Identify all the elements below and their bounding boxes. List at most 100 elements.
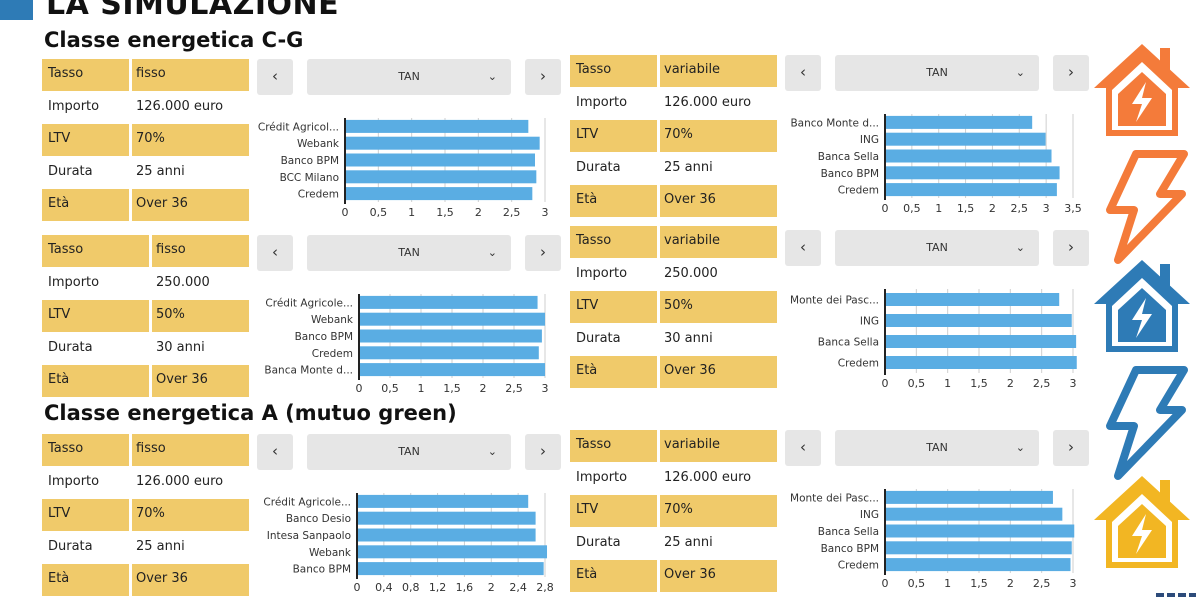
bar-chart-svg: 0 0,5 1 1,5 2 2,5 3 Monte dei Pasc... ING Banca S… xyxy=(790,489,1077,590)
bar-chart: 0 0,5 1 1,5 2 2,5 3 Monte dei Pasc... ING Banca S… xyxy=(785,483,1085,593)
ltv-label: LTV xyxy=(570,120,657,152)
bar[interactable] xyxy=(886,558,1071,572)
row-importo: Importo 126.000 euro xyxy=(42,467,249,499)
prev-button[interactable]: ‹ xyxy=(257,434,293,470)
prev-button[interactable]: ‹ xyxy=(785,230,821,266)
row-durata: Durata 25 anni xyxy=(42,157,249,189)
bar[interactable] xyxy=(886,314,1072,327)
x-tick-label: 0,8 xyxy=(402,581,420,594)
row-eta: Età Over 36 xyxy=(570,560,777,592)
next-button[interactable]: › xyxy=(525,235,561,271)
bar[interactable] xyxy=(886,356,1077,369)
row-importo: Importo 126.000 euro xyxy=(570,463,777,495)
bar[interactable] xyxy=(346,119,529,133)
prev-button[interactable]: ‹ xyxy=(785,55,821,91)
importo-label: Importo xyxy=(48,474,100,489)
bar[interactable] xyxy=(346,187,533,201)
category-label: Monte dei Pasc... xyxy=(790,492,879,504)
next-button[interactable]: › xyxy=(525,59,561,95)
category-label: Credem xyxy=(312,348,353,360)
bar[interactable] xyxy=(358,511,536,525)
bar[interactable] xyxy=(358,528,536,542)
bar[interactable] xyxy=(360,329,542,343)
x-tick-label: 2,5 xyxy=(503,206,520,219)
eta-value: Over 36 xyxy=(149,365,249,397)
row-tasso: Tasso variabile xyxy=(570,226,777,258)
bar[interactable] xyxy=(886,293,1060,306)
eta-label: Età xyxy=(570,185,657,217)
bar[interactable] xyxy=(886,524,1075,538)
bar[interactable] xyxy=(886,507,1063,521)
bar[interactable] xyxy=(360,295,538,309)
metric-select-label: TAN xyxy=(926,441,948,454)
bar-chart-svg: 0 0,5 1 1,5 2 2,5 3 Crédit Agricole... Webank Ban… xyxy=(264,294,549,395)
x-tick-label: 2,4 xyxy=(509,581,526,594)
importo-value: 250.000 xyxy=(156,275,210,290)
bar[interactable] xyxy=(346,170,537,184)
bar[interactable] xyxy=(346,136,540,150)
category-label: Crédit Agricole... xyxy=(265,297,353,309)
category-label: Banca Sella xyxy=(818,151,879,163)
section-title-a: Classe energetica A (mutuo green) xyxy=(44,401,457,425)
bar[interactable] xyxy=(886,490,1053,504)
category-label: Webank xyxy=(309,547,352,559)
bar[interactable] xyxy=(346,153,535,167)
tasso-value: variabile xyxy=(657,430,777,462)
bar[interactable] xyxy=(886,149,1052,163)
bar[interactable] xyxy=(358,562,544,576)
ltv-value: 70% xyxy=(129,124,249,156)
bar[interactable] xyxy=(358,494,529,508)
ltv-value: 50% xyxy=(657,291,777,323)
metric-select[interactable]: TAN ⌄ xyxy=(307,434,511,470)
bar[interactable] xyxy=(886,541,1072,555)
bar[interactable] xyxy=(358,545,548,559)
metric-select[interactable]: TAN ⌄ xyxy=(307,235,511,271)
bar[interactable] xyxy=(360,363,545,377)
bar[interactable] xyxy=(886,132,1046,146)
bar[interactable] xyxy=(886,183,1057,197)
bar[interactable] xyxy=(886,166,1060,180)
x-tick-label: 2 xyxy=(1007,377,1014,390)
x-tick-label: 1,5 xyxy=(443,382,461,395)
section-title-cg: Classe energetica C-G xyxy=(44,28,304,52)
category-label: Intesa Sanpaolo xyxy=(267,530,351,542)
prev-button[interactable]: ‹ xyxy=(257,235,293,271)
row-eta: Età Over 36 xyxy=(42,189,249,221)
mortgage-params-table: Tasso fisso Importo 126.000 euro LTV 70%… xyxy=(42,434,249,596)
durata-value: 25 anni xyxy=(664,160,713,175)
prev-button[interactable]: ‹ xyxy=(785,430,821,466)
metric-select[interactable]: TAN ⌄ xyxy=(307,59,511,95)
tasso-label: Tasso xyxy=(42,434,129,466)
metric-select[interactable]: TAN ⌄ xyxy=(835,55,1039,91)
next-button[interactable]: › xyxy=(1053,230,1089,266)
importo-label: Importo xyxy=(48,275,100,290)
row-ltv: LTV 70% xyxy=(570,495,777,527)
category-label: Banco BPM xyxy=(295,331,353,343)
importo-label: Importo xyxy=(576,95,628,110)
next-button[interactable]: › xyxy=(1053,430,1089,466)
x-tick-label: 3 xyxy=(1070,577,1077,590)
bar-chart-svg: 0 0,5 1 1,5 2 2,5 3 Monte dei Pasc... ING Banca S… xyxy=(790,289,1077,390)
chevron-down-icon: ⌄ xyxy=(1015,441,1025,454)
bar[interactable] xyxy=(360,312,545,326)
house-bolt-blue-icon xyxy=(1094,260,1190,352)
metric-select[interactable]: TAN ⌄ xyxy=(835,230,1039,266)
prev-button[interactable]: ‹ xyxy=(257,59,293,95)
chart-control-bar: ‹ TAN ⌄ › xyxy=(785,430,1089,466)
next-button[interactable]: › xyxy=(1053,55,1089,91)
eta-value: Over 36 xyxy=(129,564,249,596)
bar[interactable] xyxy=(886,335,1077,348)
ltv-value: 70% xyxy=(129,499,249,531)
x-tick-label: 0 xyxy=(356,382,363,395)
category-label: ING xyxy=(860,134,879,146)
metric-select[interactable]: TAN ⌄ xyxy=(835,430,1039,466)
category-label: Webank xyxy=(311,314,354,326)
x-tick-label: 1 xyxy=(408,206,415,219)
ltv-value: 50% xyxy=(149,300,249,332)
x-tick-label: 2 xyxy=(475,206,482,219)
bar[interactable] xyxy=(360,346,539,360)
next-button[interactable]: › xyxy=(525,434,561,470)
bar[interactable] xyxy=(886,115,1033,129)
row-eta: Età Over 36 xyxy=(570,356,777,388)
x-tick-label: 0,5 xyxy=(903,202,921,215)
